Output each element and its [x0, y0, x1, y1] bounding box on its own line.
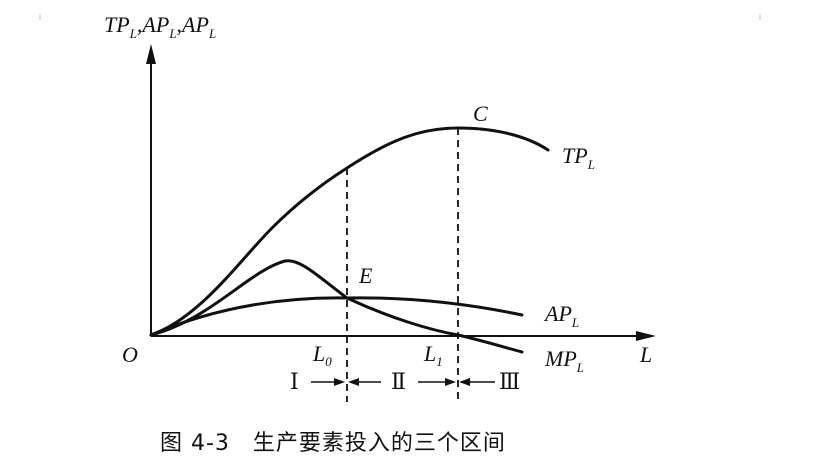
point-c-label: C [473, 101, 488, 126]
origin-label: O [122, 342, 138, 367]
region-2-left-arrowhead [348, 378, 359, 386]
x-axis-arrowhead [636, 331, 656, 341]
region-3-label: Ⅲ [499, 369, 520, 394]
figure-caption: 图 4-3 生产要素投入的三个区间 [160, 431, 506, 456]
ap-curve [149, 296, 524, 337]
ap-curve-label: APL [543, 301, 579, 330]
point-e-label: E [358, 263, 373, 288]
x-axis-label: L [639, 342, 652, 367]
region-1-label: Ⅰ [290, 369, 299, 394]
region-1-arrowhead [334, 378, 345, 386]
l1-label: L1 [423, 341, 443, 369]
y-axis-label: TPL,APL,APL [104, 12, 216, 41]
l0-label: L0 [312, 341, 332, 369]
y-axis-arrowhead [146, 44, 156, 64]
region-2-right-arrowhead [445, 378, 456, 386]
mp-curve-label: MPL [544, 346, 584, 375]
tp-curve [149, 126, 550, 337]
tp-curve-label: TPL [562, 143, 595, 172]
region-2-label: Ⅱ [391, 369, 406, 394]
region-3-arrowhead [459, 378, 470, 386]
